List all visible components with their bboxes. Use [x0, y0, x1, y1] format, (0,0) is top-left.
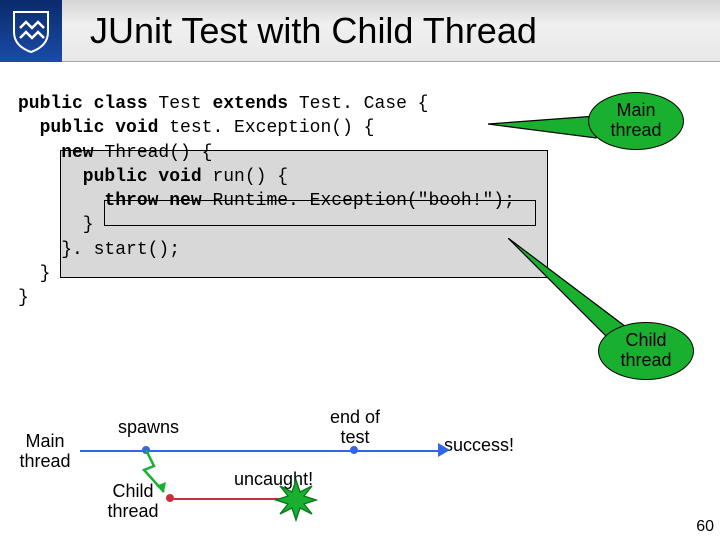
- code-line-4: public void run() {: [18, 165, 720, 189]
- timeline: Main thread Child thread spawns end of t…: [14, 418, 714, 528]
- timeline-starburst-icon: [274, 478, 318, 522]
- timeline-child-line: [168, 498, 288, 500]
- timeline-main-arrow-icon: [438, 443, 452, 457]
- page-title: JUnit Test with Child Thread: [90, 10, 537, 52]
- timeline-main-line: [80, 450, 440, 452]
- timeline-success-label: success!: [444, 436, 514, 456]
- shield-icon: [8, 8, 54, 54]
- timeline-spawns-label: spawns: [118, 418, 179, 438]
- callout-main-thread: Main thread: [588, 92, 684, 150]
- timeline-main-dot-end: [350, 446, 358, 454]
- timeline-child-dot: [166, 494, 174, 502]
- header-bar: JUnit Test with Child Thread: [0, 0, 720, 62]
- callout-child-thread: Child thread: [598, 322, 694, 380]
- logo-shield: [0, 0, 62, 62]
- timeline-spawn-zig-icon: [142, 448, 182, 502]
- page-number: 60: [696, 518, 714, 536]
- code-line-5: throw new Runtime. Exception("booh!");: [18, 189, 720, 213]
- timeline-main-label: Main thread: [14, 432, 76, 472]
- code-line-6: }: [18, 213, 720, 237]
- timeline-endtest-label: end of test: [320, 408, 390, 448]
